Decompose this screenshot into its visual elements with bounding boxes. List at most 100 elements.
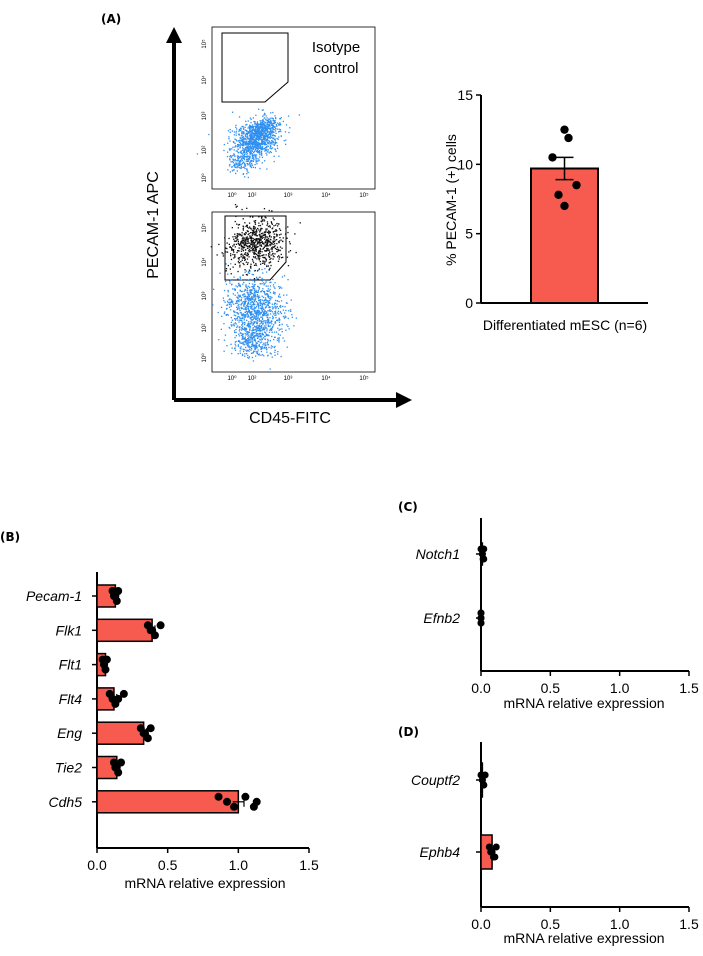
flow-event-dot: [235, 323, 237, 325]
flow-event-dot: [259, 136, 261, 138]
flow-event-dot: [250, 311, 252, 313]
flow-event-dot: [224, 237, 226, 239]
flow-event-dot: [240, 156, 242, 158]
flow-event-dot: [258, 317, 260, 320]
flow-event-dot: [256, 322, 258, 324]
flow-event-dot: [272, 126, 275, 128]
flow-event-dot: [260, 307, 262, 309]
flow-event-dot: [283, 140, 285, 142]
flow-event-dot: [254, 220, 257, 222]
flow-event-dot: [254, 246, 256, 248]
flow-event-dot: [277, 310, 279, 312]
flow-event-dot: [243, 239, 245, 241]
flow-event-dot: [278, 258, 280, 260]
flow-event-dot: [236, 300, 238, 302]
flow-event-dot: [256, 347, 258, 349]
flow-event-dot: [266, 117, 268, 119]
flow-event-dot: [229, 155, 232, 157]
flow-event-dot: [235, 328, 237, 331]
flow-event-dot: [286, 324, 288, 326]
flow-event-dot: [269, 133, 271, 135]
flow-event-dot: [243, 293, 245, 295]
flow-event-dot: [259, 304, 262, 307]
flow-event-dot: [258, 150, 261, 152]
flow-event-dot: [264, 121, 266, 123]
flow-event-dot: [253, 299, 255, 301]
flow-event-dot: [268, 331, 271, 333]
flow-event-dot: [262, 337, 265, 339]
flow-event-dot: [252, 230, 254, 232]
flow-event-dot: [274, 282, 276, 284]
flow-event-dot: [254, 315, 256, 317]
bar-a-ylabel: % PECAM-1 (+) cells: [443, 134, 459, 266]
flow-event-dot: [248, 141, 250, 144]
flow-event-dot: [243, 157, 245, 159]
flow-event-dot: [256, 332, 259, 335]
flow-event-dot: [253, 151, 255, 154]
flow-event-dot: [255, 148, 257, 151]
flow-event-dot: [233, 149, 235, 151]
flow-event-dot: [244, 258, 246, 260]
flow-event-dot: [265, 301, 267, 303]
flow-event-dot: [246, 291, 248, 294]
flow-event-dot: [247, 322, 249, 325]
flow-event-dot: [267, 236, 269, 238]
flow-event-dot: [252, 126, 254, 128]
flow-event-dot: [252, 332, 254, 334]
flow-event-dot: [233, 238, 235, 240]
flow-event-dot: [259, 243, 261, 245]
flow-event-dot: [220, 328, 222, 330]
flow-event-dot: [247, 311, 249, 313]
flow-event-dot: [248, 256, 250, 258]
flow-event-dot: [247, 297, 250, 299]
flow-event-dot: [280, 130, 282, 133]
flow-event-dot: [269, 291, 271, 294]
flow-event-dot: [251, 162, 253, 165]
flow-event-dot: [243, 132, 245, 134]
flow-event-dot: [269, 325, 271, 327]
flow-event-dot: [255, 344, 257, 347]
data-point: [112, 763, 121, 772]
flow-event-dot: [298, 114, 300, 116]
flow-event-dot: [263, 243, 265, 245]
flow-event-dot: [256, 246, 258, 248]
flow-event-dot: [238, 130, 240, 132]
flow-event-dot: [244, 134, 246, 136]
flow-event-dot: [255, 250, 257, 252]
flow-event-dot: [247, 344, 249, 346]
flow-event-dot: [266, 128, 268, 130]
flow-event-dot: [249, 143, 251, 145]
flow-event-dot: [265, 239, 268, 241]
flow-event-dot: [280, 306, 282, 308]
flow-event-dot: [247, 292, 249, 294]
flow-event-dot: [251, 143, 253, 145]
flow-event-dot: [258, 233, 261, 236]
flow-event-dot: [260, 236, 263, 238]
flow-event-dot: [261, 334, 263, 336]
flow-event-dot: [237, 313, 239, 315]
flow-event-dot: [247, 164, 249, 166]
flow-event-dot: [295, 317, 297, 319]
flow-event-dot: [248, 279, 250, 281]
flow-event-dot: [230, 301, 233, 303]
flow-event-dot: [279, 305, 281, 308]
flow-event-dot: [248, 323, 251, 325]
flow-event-dot: [238, 144, 240, 146]
flow-event-dot: [243, 155, 245, 157]
flow-event-dot: [285, 302, 288, 304]
flow-event-dot: [248, 297, 251, 300]
flow-event-dot: [279, 256, 281, 258]
flow-event-dot: [272, 278, 274, 281]
flow-event-dot: [267, 322, 269, 324]
flow-event-dot: [251, 356, 254, 359]
flow-event-dot: [259, 247, 261, 250]
flow-event-dot: [242, 322, 244, 324]
flow-event-dot: [260, 127, 262, 129]
panel-label-b: (B): [0, 530, 20, 544]
flow-event-dot: [278, 341, 280, 343]
flow-event-dot: [242, 161, 244, 163]
flow-event-dot: [234, 138, 236, 140]
flow-event-dot: [232, 162, 234, 164]
flow-event-dot: [267, 151, 269, 153]
flow-event-dot: [233, 131, 235, 133]
